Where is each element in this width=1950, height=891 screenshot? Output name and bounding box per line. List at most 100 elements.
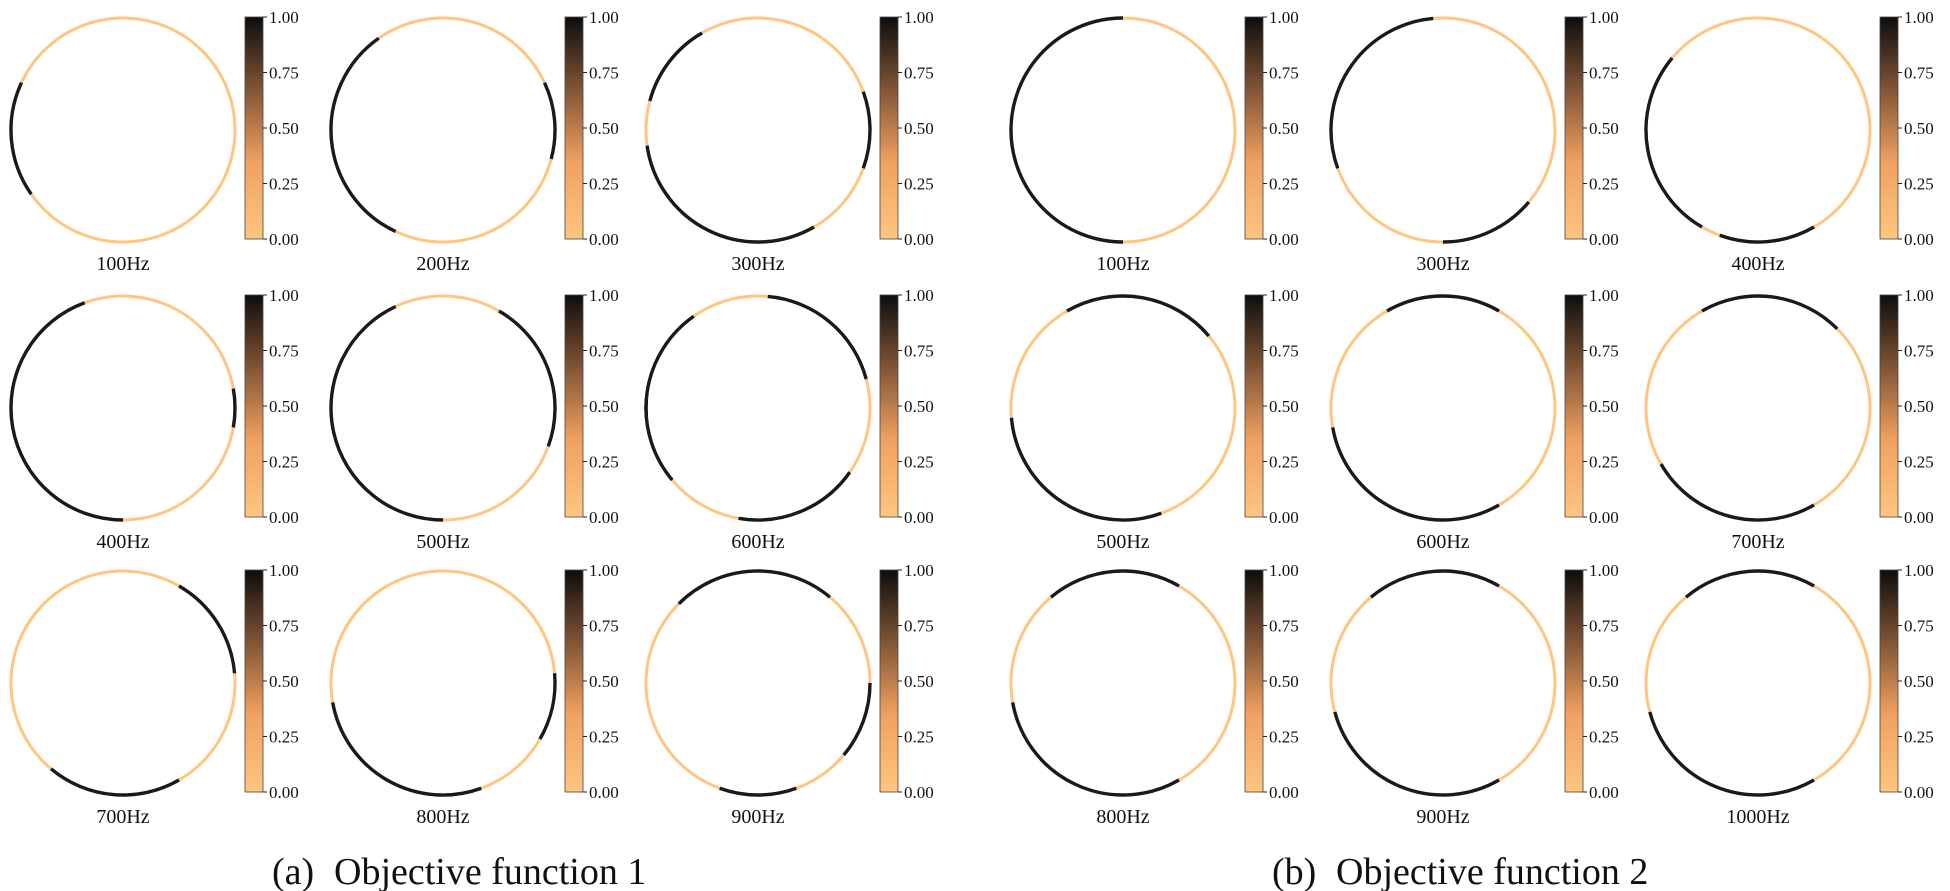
colorbar [1879,569,1899,793]
subplot: 700Hz 1.00 0.75 0.50 0.25 0.00 [9,561,299,828]
ring-arc-high [1442,200,1531,244]
ring-arc-high [1009,417,1162,522]
subplot: 800Hz 1.00 0.75 0.50 0.25 0.00 [329,561,619,828]
ring-arc-high [861,91,872,169]
colorbar-tick-label: 0.25 [904,453,934,472]
ring-arc-high [1684,569,1815,599]
colorbar [1879,294,1899,518]
colorbar-tick-label: 0.50 [269,672,299,691]
colorbar [1244,569,1264,793]
frequency-label: 100Hz [96,253,149,275]
colorbar-tick-label: 0.75 [1589,342,1619,361]
colorbar [879,16,899,240]
colorbar-tick-label: 0.50 [1589,119,1619,138]
frequency-label: 900Hz [731,806,784,828]
frequency-label: 900Hz [1416,806,1469,828]
colorbar-tick-label: 0.00 [1269,783,1299,802]
subplot: 900Hz 1.00 0.75 0.50 0.25 0.00 [1329,561,1619,828]
colorbar [879,294,899,518]
colorbar-tick-label: 0.50 [1269,119,1299,138]
ring-arc-high [49,767,180,797]
colorbar-tick-label: 0.75 [1269,342,1299,361]
colorbar [564,569,584,793]
ring-arc-high [542,81,557,160]
ring-base [9,16,237,244]
colorbar-tick-label: 0.25 [589,453,619,472]
colorbar-tick-label: 0.25 [1269,453,1299,472]
ring-arc-high [1009,16,1124,244]
colorbar-tick-label: 1.00 [1269,286,1299,305]
colorbar-tick-label: 0.00 [1589,230,1619,249]
colorbar-tick-label: 0.75 [589,342,619,361]
frequency-label: 800Hz [416,806,469,828]
subplot: 600Hz 1.00 0.75 0.50 0.25 0.00 [644,286,934,553]
colorbar-tick-label: 0.00 [269,783,299,802]
colorbar-tick-label: 0.00 [1904,508,1934,527]
frequency-label: 100Hz [1096,253,1149,275]
colorbar-tick-label: 0.00 [1589,508,1619,527]
frequency-label: 300Hz [1416,253,1469,275]
ring-arc-high [677,569,832,606]
colorbar-tick-label: 0.75 [904,342,934,361]
colorbar-tick-label: 0.25 [1269,728,1299,747]
colorbar-tick-label: 1.00 [904,561,934,580]
colorbar [1564,16,1584,240]
colorbar-tick-label: 1.00 [589,286,619,305]
colorbar-tick-label: 0.75 [1269,617,1299,636]
subplot: 300Hz 1.00 0.75 0.50 0.25 0.00 [644,8,934,275]
colorbar-tick-label: 1.00 [1269,8,1299,27]
subplot: 200Hz 1.00 0.75 0.50 0.25 0.00 [329,8,619,275]
ring-arc-high [331,702,482,797]
ring-arc-high [1648,711,1815,797]
subplot: 100Hz 1.00 0.75 0.50 0.25 0.00 [1009,8,1299,275]
colorbar-tick-label: 0.25 [269,453,299,472]
ring-arc-high [645,145,815,244]
caption-b-letter: (b) [1272,851,1316,891]
colorbar-tick-label: 0.75 [904,64,934,83]
colorbar-tick-label: 1.00 [1589,286,1619,305]
colorbar-tick-label: 0.00 [904,508,934,527]
colorbar-tick-label: 0.75 [1589,617,1619,636]
colorbar-tick-label: 0.25 [1589,728,1619,747]
ring-arc-high [644,314,695,482]
colorbar-tick-label: 0.75 [1904,617,1934,636]
ring-arc-high [1066,294,1211,338]
ring-arc-high [329,304,444,522]
colorbar-tick-label: 1.00 [904,286,934,305]
frequency-label: 300Hz [731,253,784,275]
ring-arc-high [178,584,237,674]
colorbar-tick-label: 1.00 [269,286,299,305]
ring-arc-high [1659,463,1815,522]
ring-arc-high [738,471,852,522]
colorbar-tick-label: 1.00 [1269,561,1299,580]
colorbar-tick-label: 0.00 [904,783,934,802]
colorbar-tick-label: 0.00 [904,230,934,249]
subplot: 100Hz 1.00 0.75 0.50 0.25 0.00 [9,8,299,275]
ring-arc-high [719,786,797,797]
frequency-label: 800Hz [1096,806,1149,828]
colorbar-tick-label: 0.00 [269,508,299,527]
ring-arc-high [1329,16,1434,169]
ring-arc-high [1369,569,1500,599]
colorbar-tick-label: 0.50 [1904,119,1934,138]
colorbar-tick-label: 1.00 [1904,8,1934,27]
colorbar-tick-label: 0.00 [589,783,619,802]
colorbar-tick-label: 1.00 [1904,286,1934,305]
colorbar-tick-label: 0.25 [1589,453,1619,472]
colorbar-tick-label: 0.25 [1904,453,1934,472]
ring-arc-high [1719,225,1815,244]
subplot: 900Hz 1.00 0.75 0.50 0.25 0.00 [644,561,934,828]
colorbar-tick-label: 0.50 [589,119,619,138]
ring-arc-high [538,673,557,740]
colorbar [1244,294,1264,518]
subplot: 1000Hz 1.00 0.75 0.50 0.25 0.00 [1644,561,1934,828]
colorbar-tick-label: 0.50 [904,672,934,691]
colorbar-tick-label: 0.50 [904,119,934,138]
subplot: 300Hz 1.00 0.75 0.50 0.25 0.00 [1329,8,1619,275]
colorbar-tick-label: 1.00 [1589,8,1619,27]
subplot-grid: 100Hz 1.00 0.75 0.50 0.25 0.00 200Hz 1.00 0.75 0.… [9,8,1934,828]
colorbar-tick-label: 0.75 [269,617,299,636]
colorbar [244,294,264,518]
colorbar-tick-label: 0.25 [269,175,299,194]
frequency-label: 500Hz [1096,531,1149,553]
